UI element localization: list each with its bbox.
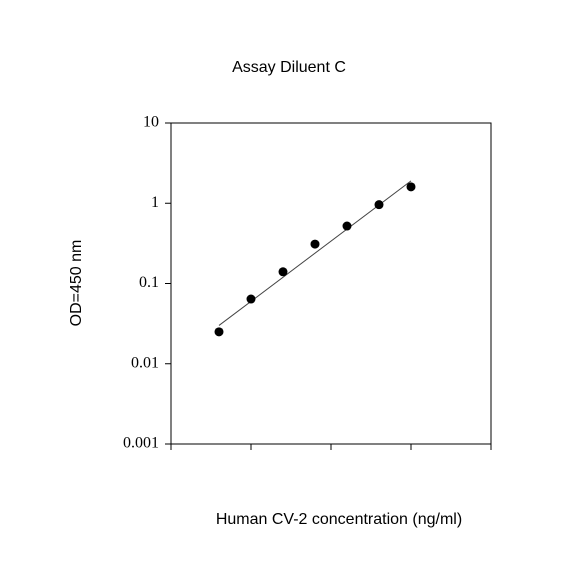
y-tick-label: 10 <box>143 114 159 131</box>
data-point <box>246 294 256 304</box>
data-point <box>342 221 352 231</box>
data-point <box>374 200 384 210</box>
data-point <box>310 239 320 249</box>
data-point <box>214 327 224 337</box>
data-point <box>278 267 288 277</box>
y-axis-label: OD=450 nm <box>68 240 85 327</box>
data-point <box>406 182 416 192</box>
y-tick-label: 1 <box>151 194 159 211</box>
y-tick-label: 0.001 <box>123 435 159 452</box>
y-tick-label: 0.01 <box>131 354 159 371</box>
chart-title: Assay Diluent C <box>232 59 346 76</box>
y-tick-label: 0.1 <box>139 274 159 291</box>
x-axis-label: Human CV-2 concentration (ng/ml) <box>216 511 462 528</box>
